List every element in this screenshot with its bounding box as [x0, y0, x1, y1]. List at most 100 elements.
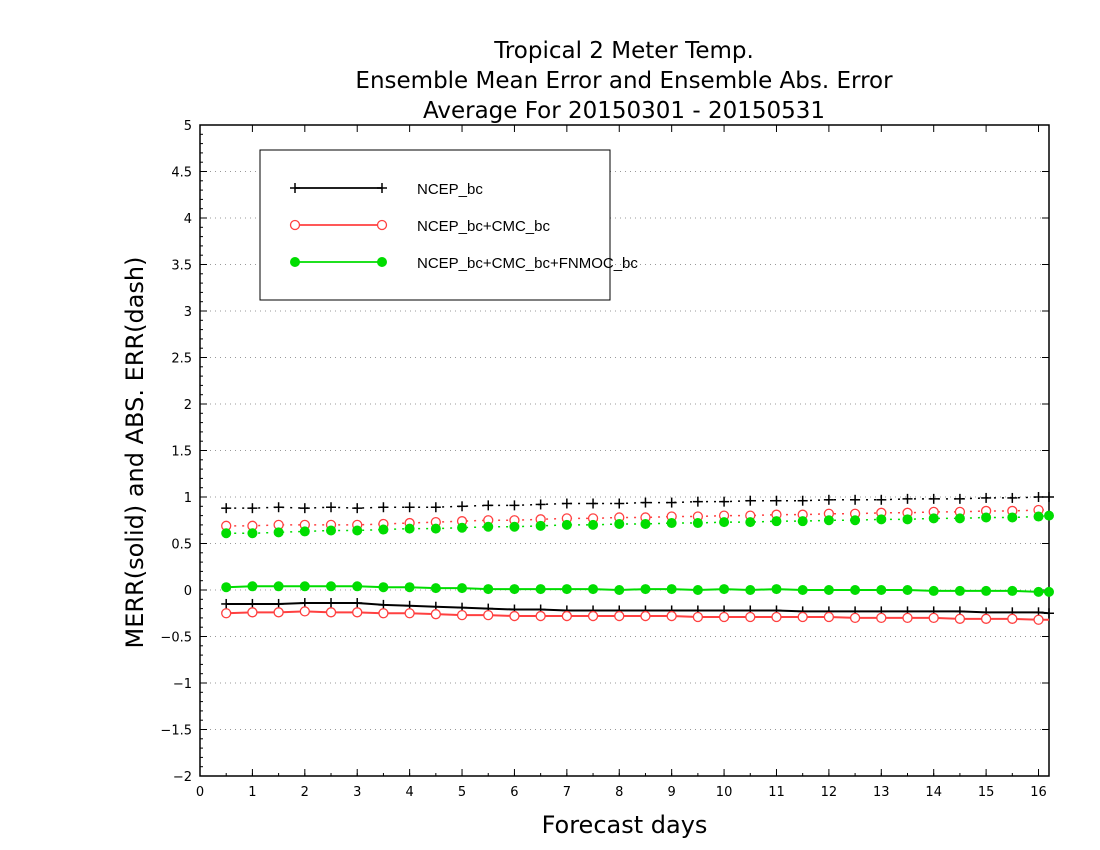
y-tick-label: 5	[184, 119, 192, 134]
abs-error-point	[666, 518, 677, 529]
y-tick-label: 1.5	[171, 445, 192, 460]
mean-error-point	[692, 585, 703, 595]
mean-error-point	[1007, 585, 1018, 596]
series-2	[221, 510, 1054, 597]
mean-error-point	[849, 612, 861, 624]
abs-error-line	[226, 514, 1050, 535]
x-tick-label: 0	[196, 785, 204, 800]
abs-error-point	[1044, 492, 1054, 502]
mean-error-point	[299, 606, 310, 617]
abs-error-point	[273, 527, 284, 538]
mean-error-point	[588, 584, 599, 595]
mean-error-point	[876, 612, 887, 624]
y-tick-label: −1	[173, 677, 192, 692]
y-tick-label: −1.5	[160, 724, 192, 739]
abs-error-point	[352, 525, 363, 536]
abs-error-point	[221, 503, 232, 514]
mean-error-line	[226, 585, 1049, 593]
abs-error-point	[535, 520, 546, 531]
x-tick-label: 4	[405, 785, 413, 800]
abs-error-point	[1033, 492, 1044, 502]
y-tick-label: 2	[184, 398, 192, 413]
mean-error-point	[666, 610, 677, 622]
abs-error-point	[640, 497, 651, 508]
mean-error-point	[483, 609, 494, 621]
mean-error-point	[221, 582, 232, 593]
x-tick-label: 7	[563, 785, 571, 800]
mean-error-point	[876, 585, 887, 595]
chart-title: Tropical 2 Meter Temp. Ensemble Mean Err…	[200, 36, 1048, 126]
abs-error-point	[588, 498, 599, 509]
x-tick-label: 15	[978, 785, 995, 800]
abs-error-point	[1044, 510, 1054, 521]
mean-error-point	[561, 610, 573, 622]
y-tick-label: 1	[184, 491, 192, 506]
mean-error-point	[325, 607, 337, 618]
abs-error-point	[614, 498, 625, 509]
abs-error-point	[928, 493, 939, 504]
mean-error-point	[745, 611, 756, 623]
legend: NCEP_bc NCEP_bc+CMC_bc NCEP_bc+CMC_bc+FNMO…	[259, 149, 638, 301]
abs-error-point	[719, 496, 730, 507]
mean-error-point	[456, 609, 468, 621]
abs-error-point	[326, 502, 337, 513]
abs-error-point	[876, 494, 887, 505]
legend-marker	[289, 219, 301, 231]
abs-error-point	[666, 497, 677, 508]
mean-error-point	[587, 610, 599, 622]
abs-error-point	[273, 502, 284, 513]
mean-error-point	[404, 608, 415, 619]
y-tick-label: 0.5	[171, 538, 192, 553]
mean-error-point	[273, 607, 284, 618]
y-tick-label: −2	[173, 770, 192, 785]
x-axis-title: Forecast days	[542, 811, 708, 839]
legend-item-0: NCEP_bc	[290, 181, 483, 198]
mean-error-point	[378, 582, 389, 593]
abs-error-point	[745, 495, 756, 506]
mean-error-point	[928, 612, 939, 624]
x-tick-label: 10	[716, 785, 733, 800]
x-tick-label: 3	[353, 785, 361, 800]
mean-error-point	[247, 581, 258, 592]
mean-error-line	[226, 610, 1049, 621]
abs-error-point	[561, 519, 572, 530]
abs-error-point	[719, 517, 730, 528]
axes: −2−1.5−1−0.500.511.522.533.544.550 1 2 3 4 5 6…	[160, 119, 1050, 800]
mean-error-point	[640, 584, 651, 595]
title-line-2: Ensemble Mean Error and Ensemble Abs. Er…	[355, 68, 893, 94]
abs-error-point	[692, 518, 703, 529]
abs-error-point	[640, 518, 651, 529]
mean-error-point	[823, 585, 834, 595]
abs-error-point	[247, 503, 258, 514]
mean-error-point	[483, 584, 494, 595]
abs-error-point	[561, 498, 572, 509]
abs-error-point	[299, 526, 310, 537]
x-tick-label: 11	[768, 785, 785, 800]
abs-error-point	[378, 524, 389, 535]
abs-error-point	[692, 496, 703, 507]
mean-error-point	[902, 585, 913, 595]
y-tick-label: 0	[184, 584, 192, 599]
mean-error-point	[980, 613, 992, 624]
mean-error-point	[954, 613, 966, 624]
mean-error-point	[666, 584, 677, 595]
abs-error-point	[457, 522, 468, 533]
abs-error-point	[509, 521, 520, 532]
abs-error-point	[404, 523, 415, 534]
mean-error-point	[954, 585, 965, 596]
mean-error-point	[326, 581, 337, 592]
mean-error-point	[509, 584, 520, 595]
mean-error-point	[771, 584, 782, 595]
mean-error-point	[404, 582, 415, 593]
abs-error-point	[378, 502, 389, 513]
mean-error-point	[797, 585, 808, 595]
y-tick-label: 3.5	[171, 259, 192, 274]
x-tick-label: 16	[1030, 785, 1047, 800]
mean-error-point	[1044, 608, 1054, 619]
legend-label: NCEP_bc+CMC_bc	[417, 218, 550, 235]
abs-error-point	[430, 502, 441, 513]
series-1	[221, 504, 1049, 625]
mean-error-point	[1033, 614, 1044, 625]
mean-error-point	[326, 598, 337, 609]
